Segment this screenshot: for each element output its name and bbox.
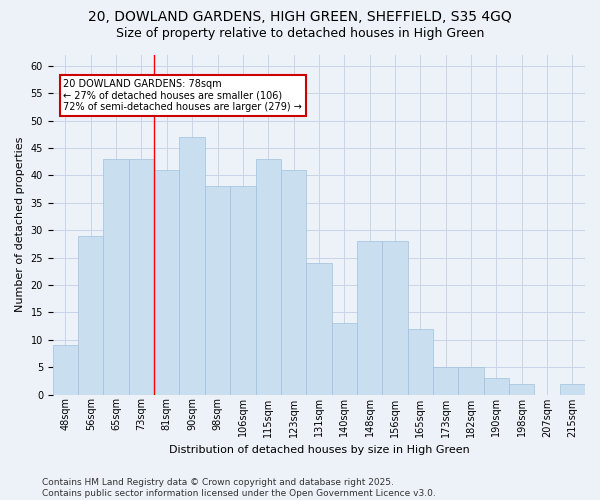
Bar bbox=[78, 236, 103, 394]
Bar bbox=[484, 378, 509, 394]
Bar bbox=[154, 170, 179, 394]
Bar bbox=[560, 384, 585, 394]
Y-axis label: Number of detached properties: Number of detached properties bbox=[15, 137, 25, 312]
Bar bbox=[332, 324, 357, 394]
Text: 20 DOWLAND GARDENS: 78sqm
← 27% of detached houses are smaller (106)
72% of semi: 20 DOWLAND GARDENS: 78sqm ← 27% of detac… bbox=[64, 79, 302, 112]
Bar bbox=[230, 186, 256, 394]
Text: Contains HM Land Registry data © Crown copyright and database right 2025.
Contai: Contains HM Land Registry data © Crown c… bbox=[42, 478, 436, 498]
Bar bbox=[458, 367, 484, 394]
Text: Size of property relative to detached houses in High Green: Size of property relative to detached ho… bbox=[116, 28, 484, 40]
Text: 20, DOWLAND GARDENS, HIGH GREEN, SHEFFIELD, S35 4GQ: 20, DOWLAND GARDENS, HIGH GREEN, SHEFFIE… bbox=[88, 10, 512, 24]
Bar bbox=[205, 186, 230, 394]
X-axis label: Distribution of detached houses by size in High Green: Distribution of detached houses by size … bbox=[169, 445, 469, 455]
Bar bbox=[281, 170, 306, 394]
Bar bbox=[407, 329, 433, 394]
Bar bbox=[306, 263, 332, 394]
Bar bbox=[357, 241, 382, 394]
Bar bbox=[129, 159, 154, 394]
Bar bbox=[433, 367, 458, 394]
Bar bbox=[179, 137, 205, 394]
Bar bbox=[53, 345, 78, 395]
Bar bbox=[103, 159, 129, 394]
Bar bbox=[509, 384, 535, 394]
Bar bbox=[256, 159, 281, 394]
Bar bbox=[382, 241, 407, 394]
